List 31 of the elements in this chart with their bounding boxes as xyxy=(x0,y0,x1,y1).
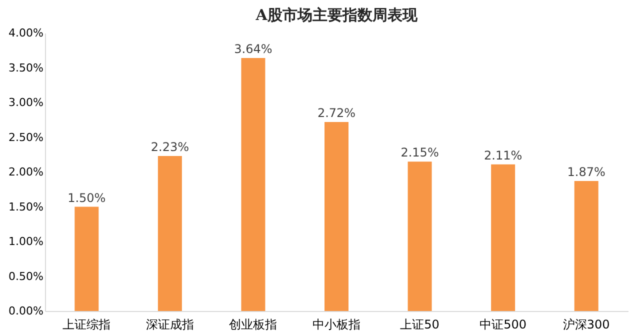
bar xyxy=(324,122,348,311)
bar xyxy=(241,58,266,311)
x-tick-label: 沪深300 xyxy=(562,318,610,332)
x-tick-label: 深证成指 xyxy=(146,318,194,332)
bar xyxy=(491,164,516,311)
x-tick-label: 中证500 xyxy=(480,318,527,332)
text: 2.11% xyxy=(484,148,522,162)
y-tick-label: 1.50% xyxy=(8,200,44,214)
bar xyxy=(74,206,99,311)
text: 1.50% xyxy=(68,190,106,205)
y-tick-label: 3.00% xyxy=(8,96,44,109)
y-tick-label: 4.00% xyxy=(8,26,44,40)
x-tick-label: 中小板指 xyxy=(312,318,360,332)
y-tick-label: 1.00% xyxy=(8,235,44,248)
y-tick-label: 2.00% xyxy=(8,166,44,178)
chart-title: A股市场主要指数周表现 xyxy=(254,6,418,24)
x-tick-label: 上证50 xyxy=(400,318,440,332)
x-tick-label: 创业板指 xyxy=(229,318,278,332)
text: 2.23% xyxy=(150,140,189,154)
text: 2.15% xyxy=(400,146,439,160)
y-tick-label: 0.50% xyxy=(8,270,44,283)
bar xyxy=(574,181,598,311)
text: 3.64% xyxy=(234,42,272,56)
text: 1.87% xyxy=(567,165,606,180)
y-tick-label: 0.00% xyxy=(8,304,44,318)
x-tick-label: 上证综指 xyxy=(62,318,111,332)
bar xyxy=(158,156,182,311)
text: 2.72% xyxy=(317,106,356,120)
y-tick-label: 3.50% xyxy=(8,61,44,74)
y-tick-label: 2.50% xyxy=(8,130,44,144)
bar xyxy=(408,162,432,311)
